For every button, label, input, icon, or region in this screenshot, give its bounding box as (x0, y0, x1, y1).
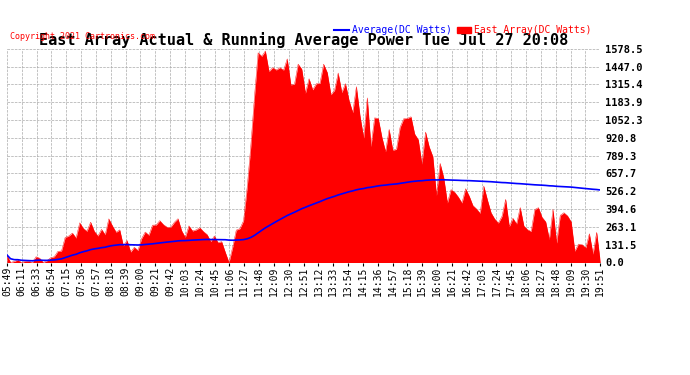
Title: East Array Actual & Running Average Power Tue Jul 27 20:08: East Array Actual & Running Average Powe… (39, 32, 569, 48)
Legend: Average(DC Watts), East Array(DC Watts): Average(DC Watts), East Array(DC Watts) (331, 21, 595, 39)
Text: Copyright 2021 Cartronics.com: Copyright 2021 Cartronics.com (10, 32, 155, 41)
